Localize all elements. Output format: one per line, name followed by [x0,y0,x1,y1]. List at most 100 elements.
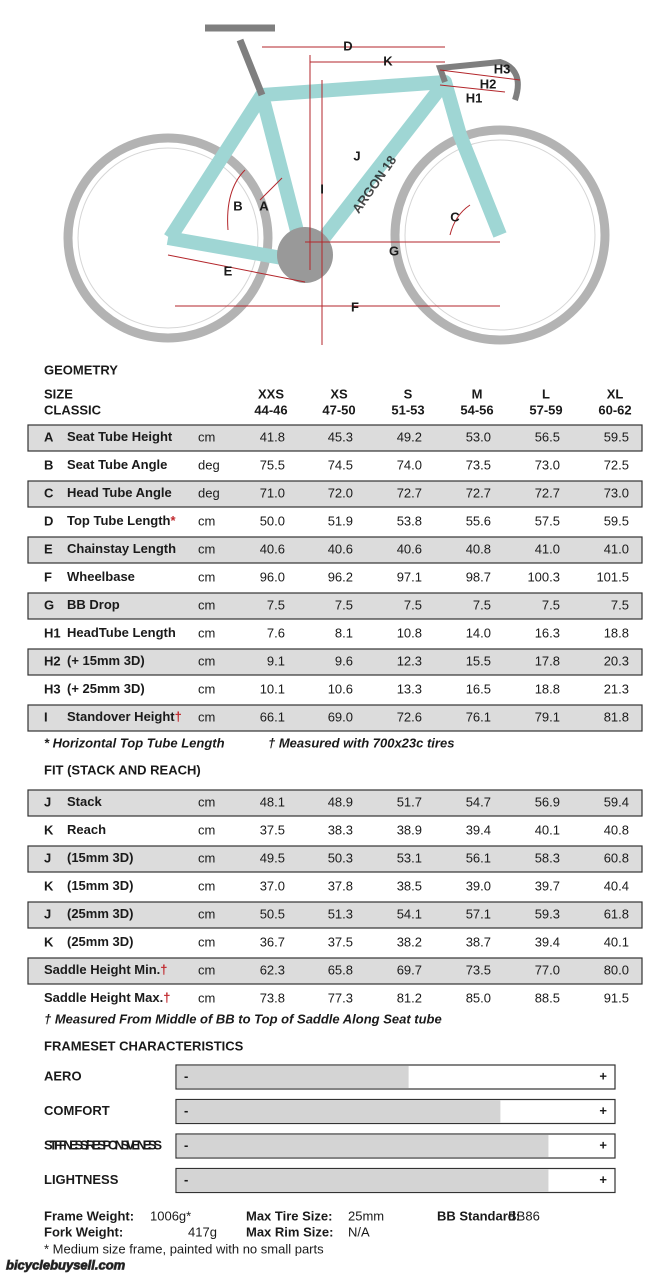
row-name-text: Top Tube Length [67,513,171,528]
cell-value: 76.1 [466,709,491,724]
row-band [27,901,643,929]
size-name: L [542,386,550,401]
size-name: XXS [258,386,284,401]
cell-value: 48.1 [260,794,285,809]
cell-value: 40.8 [466,541,491,556]
cell-value: 39.0 [466,878,491,893]
cell-value: 96.0 [260,569,285,584]
cell-value: 38.9 [397,822,422,837]
front-spokes [404,139,596,331]
cell-value: 40.6 [397,541,422,556]
cell-value: 38.7 [466,934,491,949]
row-name: Top Tube Length* [67,513,177,528]
cell-value: 41.0 [604,541,629,556]
row-letter: E [44,541,53,556]
row-letter: G [44,597,54,612]
row-name: Standover Height† [67,709,182,724]
cell-value: 36.7 [260,934,285,949]
cell-value: 79.1 [535,709,560,724]
row-unit: cm [198,709,215,724]
cell-value: 40.4 [604,878,629,893]
row-unit: cm [198,794,215,809]
cell-value: 71.0 [260,485,285,500]
cell-value: 100.3 [527,569,560,584]
dimension-label: A [259,198,269,213]
bar-fill [177,1100,501,1123]
bar-minus: - [184,1068,188,1083]
row-band [27,424,643,452]
row-letter: H3 [44,681,61,696]
row-band [27,704,643,732]
cell-value: 58.3 [535,850,560,865]
cell-value: 54.1 [397,906,422,921]
row-unit: cm [198,878,215,893]
cell-value: 40.8 [604,822,629,837]
row-letter: J [44,906,51,921]
cell-value: 15.5 [466,653,491,668]
row-name-text: BB Drop [67,597,120,612]
cell-value: 16.5 [466,681,491,696]
cell-value: 8.1 [335,625,353,640]
row-unit: cm [198,850,215,865]
size-range: 60-62 [598,402,631,417]
size-name: S [404,386,413,401]
cell-value: 96.2 [328,569,353,584]
row-unit: cm [198,934,215,949]
row-band [27,592,643,620]
cell-value: 50.5 [260,906,285,921]
row-letter: K [44,934,54,949]
cell-value: 59.3 [535,906,560,921]
cell-value: 73.5 [466,962,491,977]
row-name-text: Wheelbase [67,569,135,584]
row-note: † [160,962,167,977]
cell-value: 59.5 [604,429,629,444]
cell-value: 61.8 [604,906,629,921]
cell-value: 7.5 [335,597,353,612]
row-name: Seat Tube Angle [67,457,167,472]
cell-value: 7.5 [473,597,491,612]
row-name-text: (25mm 3D) [67,906,133,921]
cell-value: 7.5 [611,597,629,612]
row-name: Saddle Height Max.† [44,990,170,1005]
bar-plus: + [599,1172,607,1187]
cell-value: 77.0 [535,962,560,977]
cell-value: 10.6 [328,681,353,696]
bar-minus: - [184,1172,188,1187]
row-letter: J [44,794,51,809]
cell-value: 7.5 [542,597,560,612]
section-title: FIT (STACK AND REACH) [44,762,201,777]
row-name-text: (25mm 3D) [67,934,133,949]
cell-value: 62.3 [260,962,285,977]
spec-value: 1006g* [150,1208,191,1223]
row-name-text: Saddle Height Min. [44,962,160,977]
cell-value: 20.3 [604,653,629,668]
row-name: Stack [67,794,102,809]
cell-value: 7.5 [267,597,285,612]
row-letter: F [44,569,52,584]
cell-value: 59.5 [604,513,629,528]
cell-value: 16.3 [535,625,560,640]
cell-value: 72.7 [397,485,422,500]
row-band [27,480,643,508]
row-name: Head Tube Angle [67,485,172,500]
cell-value: 37.8 [328,878,353,893]
footnote: * Horizontal Top Tube Length [44,735,225,750]
size-range: 51-53 [391,402,424,417]
cell-value: 10.8 [397,625,422,640]
row-letter: K [44,878,54,893]
cell-value: 72.7 [466,485,491,500]
cell-value: 37.0 [260,878,285,893]
dimension-lines [167,46,521,345]
row-letter: A [44,429,54,444]
cell-value: 10.1 [260,681,285,696]
cell-value: 7.6 [267,625,285,640]
spec-label: Frame Weight: [44,1208,134,1223]
row-name: (+ 15mm 3D) [67,653,145,668]
size-name: M [472,386,483,401]
row-unit: cm [198,990,215,1005]
cell-value: 74.5 [328,457,353,472]
cell-value: 17.8 [535,653,560,668]
row-band [27,648,643,676]
cell-value: 69.7 [397,962,422,977]
